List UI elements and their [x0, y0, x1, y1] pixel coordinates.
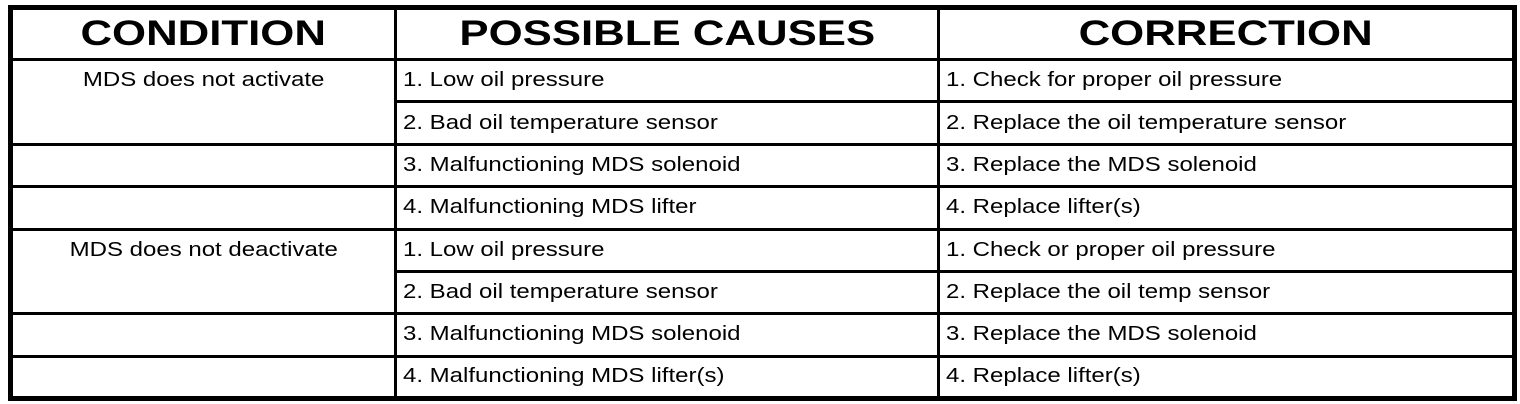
correction-text: 4. Replace lifter(s): [946, 365, 1141, 388]
cause-cell: 3. Malfunctioning MDS solenoid: [394, 142, 940, 189]
condition-label: MDS does not deactivate: [69, 238, 338, 261]
correction-cell: 1. Check for proper oil pressure: [937, 57, 1516, 104]
condition-cell-empty: [9, 312, 397, 358]
table-row: MDS does not activate 1. Low oil pressur…: [9, 57, 1516, 146]
cause-cell: 1. Low oil pressure: [394, 57, 940, 104]
correction-text: 1. Check for proper oil pressure: [946, 69, 1283, 92]
correction-cell: 2. Replace the oil temperature sensor: [937, 100, 1516, 146]
cause-text: 1. Low oil pressure: [403, 238, 605, 261]
cause-cell: 1. Low oil pressure: [394, 227, 940, 273]
cause-cell: 2. Bad oil temperature sensor: [394, 269, 940, 316]
condition-cell-empty: [9, 185, 397, 231]
column-header-possible-causes: POSSIBLE CAUSES: [394, 6, 940, 61]
cause-text: 4. Malfunctioning MDS lifter: [403, 196, 697, 219]
table-row: 4. Malfunctioning MDS lifter(s) 4. Repla…: [9, 354, 1516, 401]
table-row: 3. Malfunctioning MDS solenoid 3. Replac…: [9, 312, 1516, 358]
condition-cell: MDS does not deactivate: [9, 227, 397, 316]
correction-cell: 4. Replace lifter(s): [937, 354, 1516, 401]
mds-troubleshooting-table: CONDITION POSSIBLE CAUSES CORRECTION MDS…: [8, 5, 1517, 401]
column-header-correction-label: CORRECTION: [1078, 14, 1374, 53]
cause-text: 2. Bad oil temperature sensor: [403, 281, 718, 304]
cause-text: 2. Bad oil temperature sensor: [403, 111, 718, 134]
condition-cell: MDS does not activate: [9, 58, 397, 146]
correction-cell: 1. Check or proper oil pressure: [937, 227, 1516, 273]
table-body: MDS does not activate 1. Low oil pressur…: [9, 57, 1516, 401]
correction-text: 3. Replace the MDS solenoid: [946, 153, 1257, 176]
condition-label: MDS does not activate: [82, 69, 325, 91]
table-row: MDS does not deactivate 1. Low oil press…: [9, 227, 1516, 316]
cause-text: 1. Low oil pressure: [403, 69, 605, 92]
correction-text: 2. Replace the oil temperature sensor: [946, 111, 1347, 134]
table-header: CONDITION POSSIBLE CAUSES CORRECTION: [9, 6, 1516, 61]
correction-text: 2. Replace the oil temp sensor: [946, 281, 1271, 304]
cause-cell: 2. Bad oil temperature sensor: [394, 100, 940, 146]
correction-text: 4. Replace lifter(s): [946, 196, 1141, 219]
correction-cell: 3. Replace the MDS solenoid: [937, 142, 1516, 189]
table-row: 3. Malfunctioning MDS solenoid 3. Replac…: [9, 142, 1516, 189]
column-header-condition-label: CONDITION: [80, 14, 327, 53]
table-row: 2. Bad oil temperature sensor 2. Replace…: [11, 100, 1516, 146]
correction-text: 3. Replace the MDS solenoid: [946, 323, 1257, 346]
correction-text: 1. Check or proper oil pressure: [946, 238, 1276, 261]
cause-cell: 4. Malfunctioning MDS lifter: [394, 185, 940, 231]
cause-cell: 3. Malfunctioning MDS solenoid: [394, 312, 940, 358]
cause-text: 3. Malfunctioning MDS solenoid: [403, 323, 741, 346]
correction-cell: 3. Replace the MDS solenoid: [937, 312, 1516, 358]
cause-text: 4. Malfunctioning MDS lifter(s): [403, 365, 725, 388]
condition-cell-empty: [9, 354, 397, 401]
correction-cell: 2. Replace the oil temp sensor: [937, 269, 1516, 316]
column-header-correction: CORRECTION: [937, 6, 1516, 61]
table-row: 2. Bad oil temperature sensor 2. Replace…: [11, 269, 1516, 316]
table-row: 4. Malfunctioning MDS lifter 4. Replace …: [9, 185, 1516, 231]
header-row: CONDITION POSSIBLE CAUSES CORRECTION: [9, 6, 1516, 61]
condition-cell-empty: [9, 142, 397, 189]
column-header-condition: CONDITION: [9, 6, 397, 61]
cause-cell: 4. Malfunctioning MDS lifter(s): [394, 354, 940, 401]
column-header-possible-causes-label: POSSIBLE CAUSES: [459, 14, 875, 53]
cause-text: 3. Malfunctioning MDS solenoid: [403, 153, 741, 176]
correction-cell: 4. Replace lifter(s): [937, 185, 1516, 231]
